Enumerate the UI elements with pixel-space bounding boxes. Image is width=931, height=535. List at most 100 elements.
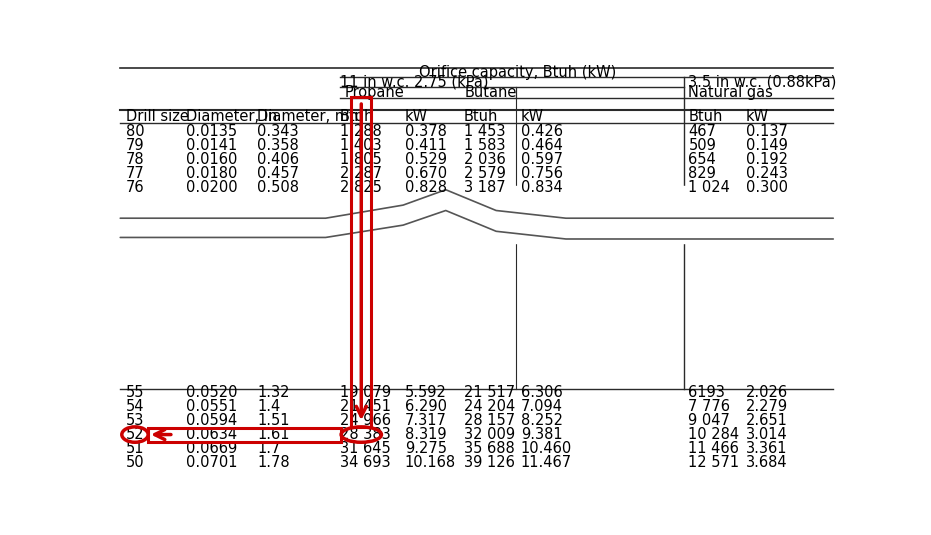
Text: 7 776: 7 776: [688, 399, 730, 414]
Text: 1 805: 1 805: [340, 152, 382, 167]
Text: 0.834: 0.834: [521, 180, 562, 195]
Text: 3.014: 3.014: [746, 427, 788, 442]
Text: 2.026: 2.026: [746, 386, 788, 401]
Text: 24 204: 24 204: [464, 399, 515, 414]
Text: 0.0200: 0.0200: [186, 180, 237, 195]
Text: 0.426: 0.426: [521, 125, 563, 140]
Text: 28 383: 28 383: [340, 427, 390, 442]
Text: 0.192: 0.192: [746, 152, 788, 167]
Text: 0.149: 0.149: [746, 139, 788, 154]
Text: Orifice capacity, Btuh (kW): Orifice capacity, Btuh (kW): [419, 65, 616, 80]
Text: 55: 55: [126, 386, 144, 401]
Bar: [351, 97, 371, 427]
Text: 9.275: 9.275: [405, 441, 447, 456]
Text: 0.0701: 0.0701: [186, 455, 237, 470]
Text: 0.406: 0.406: [258, 152, 300, 167]
Text: 1 583: 1 583: [464, 139, 506, 154]
Text: 8.252: 8.252: [521, 413, 563, 428]
Text: 50: 50: [126, 455, 144, 470]
Bar: [148, 427, 341, 441]
Text: 1.51: 1.51: [258, 413, 290, 428]
Text: 3 187: 3 187: [464, 180, 506, 195]
Text: 0.243: 0.243: [746, 166, 788, 181]
Text: 78: 78: [126, 152, 144, 167]
Text: 0.756: 0.756: [521, 166, 563, 181]
Text: 1 024: 1 024: [688, 180, 730, 195]
Text: kW: kW: [405, 109, 428, 124]
Text: 2 825: 2 825: [340, 180, 382, 195]
Text: 54: 54: [126, 399, 144, 414]
Text: 0.828: 0.828: [405, 180, 447, 195]
Text: 0.0141: 0.0141: [186, 139, 237, 154]
Text: Diameter, in: Diameter, in: [186, 109, 277, 124]
Text: 0.137: 0.137: [746, 125, 788, 140]
Text: 0.0551: 0.0551: [186, 399, 237, 414]
Text: 0.411: 0.411: [405, 139, 447, 154]
Text: 12 571: 12 571: [688, 455, 739, 470]
Text: 2.279: 2.279: [746, 399, 788, 414]
Text: 0.300: 0.300: [746, 180, 788, 195]
Text: 35 688: 35 688: [464, 441, 514, 456]
Text: Drill size: Drill size: [126, 109, 189, 124]
Text: 0.597: 0.597: [521, 152, 563, 167]
Text: 654: 654: [688, 152, 716, 167]
Text: 9 047: 9 047: [688, 413, 730, 428]
Text: 0.358: 0.358: [258, 139, 299, 154]
Text: 2.651: 2.651: [746, 413, 788, 428]
Text: 21 517: 21 517: [464, 386, 515, 401]
Text: 1.4: 1.4: [258, 399, 280, 414]
Text: Propane: Propane: [345, 85, 405, 100]
Text: 0.0135: 0.0135: [186, 125, 237, 140]
Text: 10.168: 10.168: [405, 455, 456, 470]
Text: 10.460: 10.460: [521, 441, 573, 456]
Text: 3.361: 3.361: [746, 441, 788, 456]
Text: Btuh: Btuh: [340, 109, 374, 124]
Text: 0.0520: 0.0520: [186, 386, 237, 401]
Text: 39 126: 39 126: [464, 455, 515, 470]
Text: 829: 829: [688, 166, 716, 181]
Text: Diameter, mm: Diameter, mm: [258, 109, 364, 124]
Text: 0.0669: 0.0669: [186, 441, 237, 456]
Text: Butane: Butane: [466, 85, 518, 100]
Text: 1 403: 1 403: [340, 139, 381, 154]
Text: 1.7: 1.7: [258, 441, 281, 456]
Text: 80: 80: [126, 125, 144, 140]
Text: 1 453: 1 453: [464, 125, 506, 140]
Text: 10 284: 10 284: [688, 427, 739, 442]
Text: 76: 76: [126, 180, 144, 195]
Text: 0.378: 0.378: [405, 125, 447, 140]
Text: 2 579: 2 579: [464, 166, 506, 181]
Text: Btuh: Btuh: [688, 109, 722, 124]
Text: 0.529: 0.529: [405, 152, 447, 167]
Text: 31 645: 31 645: [340, 441, 390, 456]
Text: 0.0180: 0.0180: [186, 166, 237, 181]
Text: 11 466: 11 466: [688, 441, 739, 456]
Text: 9.381: 9.381: [521, 427, 562, 442]
Text: 0.0594: 0.0594: [186, 413, 237, 428]
Text: 0.343: 0.343: [258, 125, 299, 140]
Text: 0.670: 0.670: [405, 166, 447, 181]
Text: 0.0160: 0.0160: [186, 152, 237, 167]
Text: 3.5 in w.c. (0.88kPa): 3.5 in w.c. (0.88kPa): [688, 74, 837, 89]
Text: 24 966: 24 966: [340, 413, 391, 428]
Text: 7.094: 7.094: [521, 399, 563, 414]
Text: 2 036: 2 036: [464, 152, 506, 167]
Text: 77: 77: [126, 166, 144, 181]
Text: 11.467: 11.467: [521, 455, 572, 470]
Text: 0.508: 0.508: [258, 180, 300, 195]
Text: 6193: 6193: [688, 386, 725, 401]
Text: 32 009: 32 009: [464, 427, 515, 442]
Text: 1.78: 1.78: [258, 455, 290, 470]
Text: 7.317: 7.317: [405, 413, 447, 428]
Text: 34 693: 34 693: [340, 455, 390, 470]
Text: 51: 51: [126, 441, 144, 456]
Text: 52: 52: [126, 427, 144, 442]
Text: 79: 79: [126, 139, 144, 154]
Text: kW: kW: [521, 109, 544, 124]
Text: Btuh: Btuh: [464, 109, 498, 124]
Text: Natural gas: Natural gas: [688, 85, 774, 100]
Text: 1.61: 1.61: [258, 427, 290, 442]
Text: 11 in w.c. 2.75 (kPa): 11 in w.c. 2.75 (kPa): [340, 74, 488, 89]
Text: 1.32: 1.32: [258, 386, 290, 401]
Text: 0.0634: 0.0634: [186, 427, 237, 442]
